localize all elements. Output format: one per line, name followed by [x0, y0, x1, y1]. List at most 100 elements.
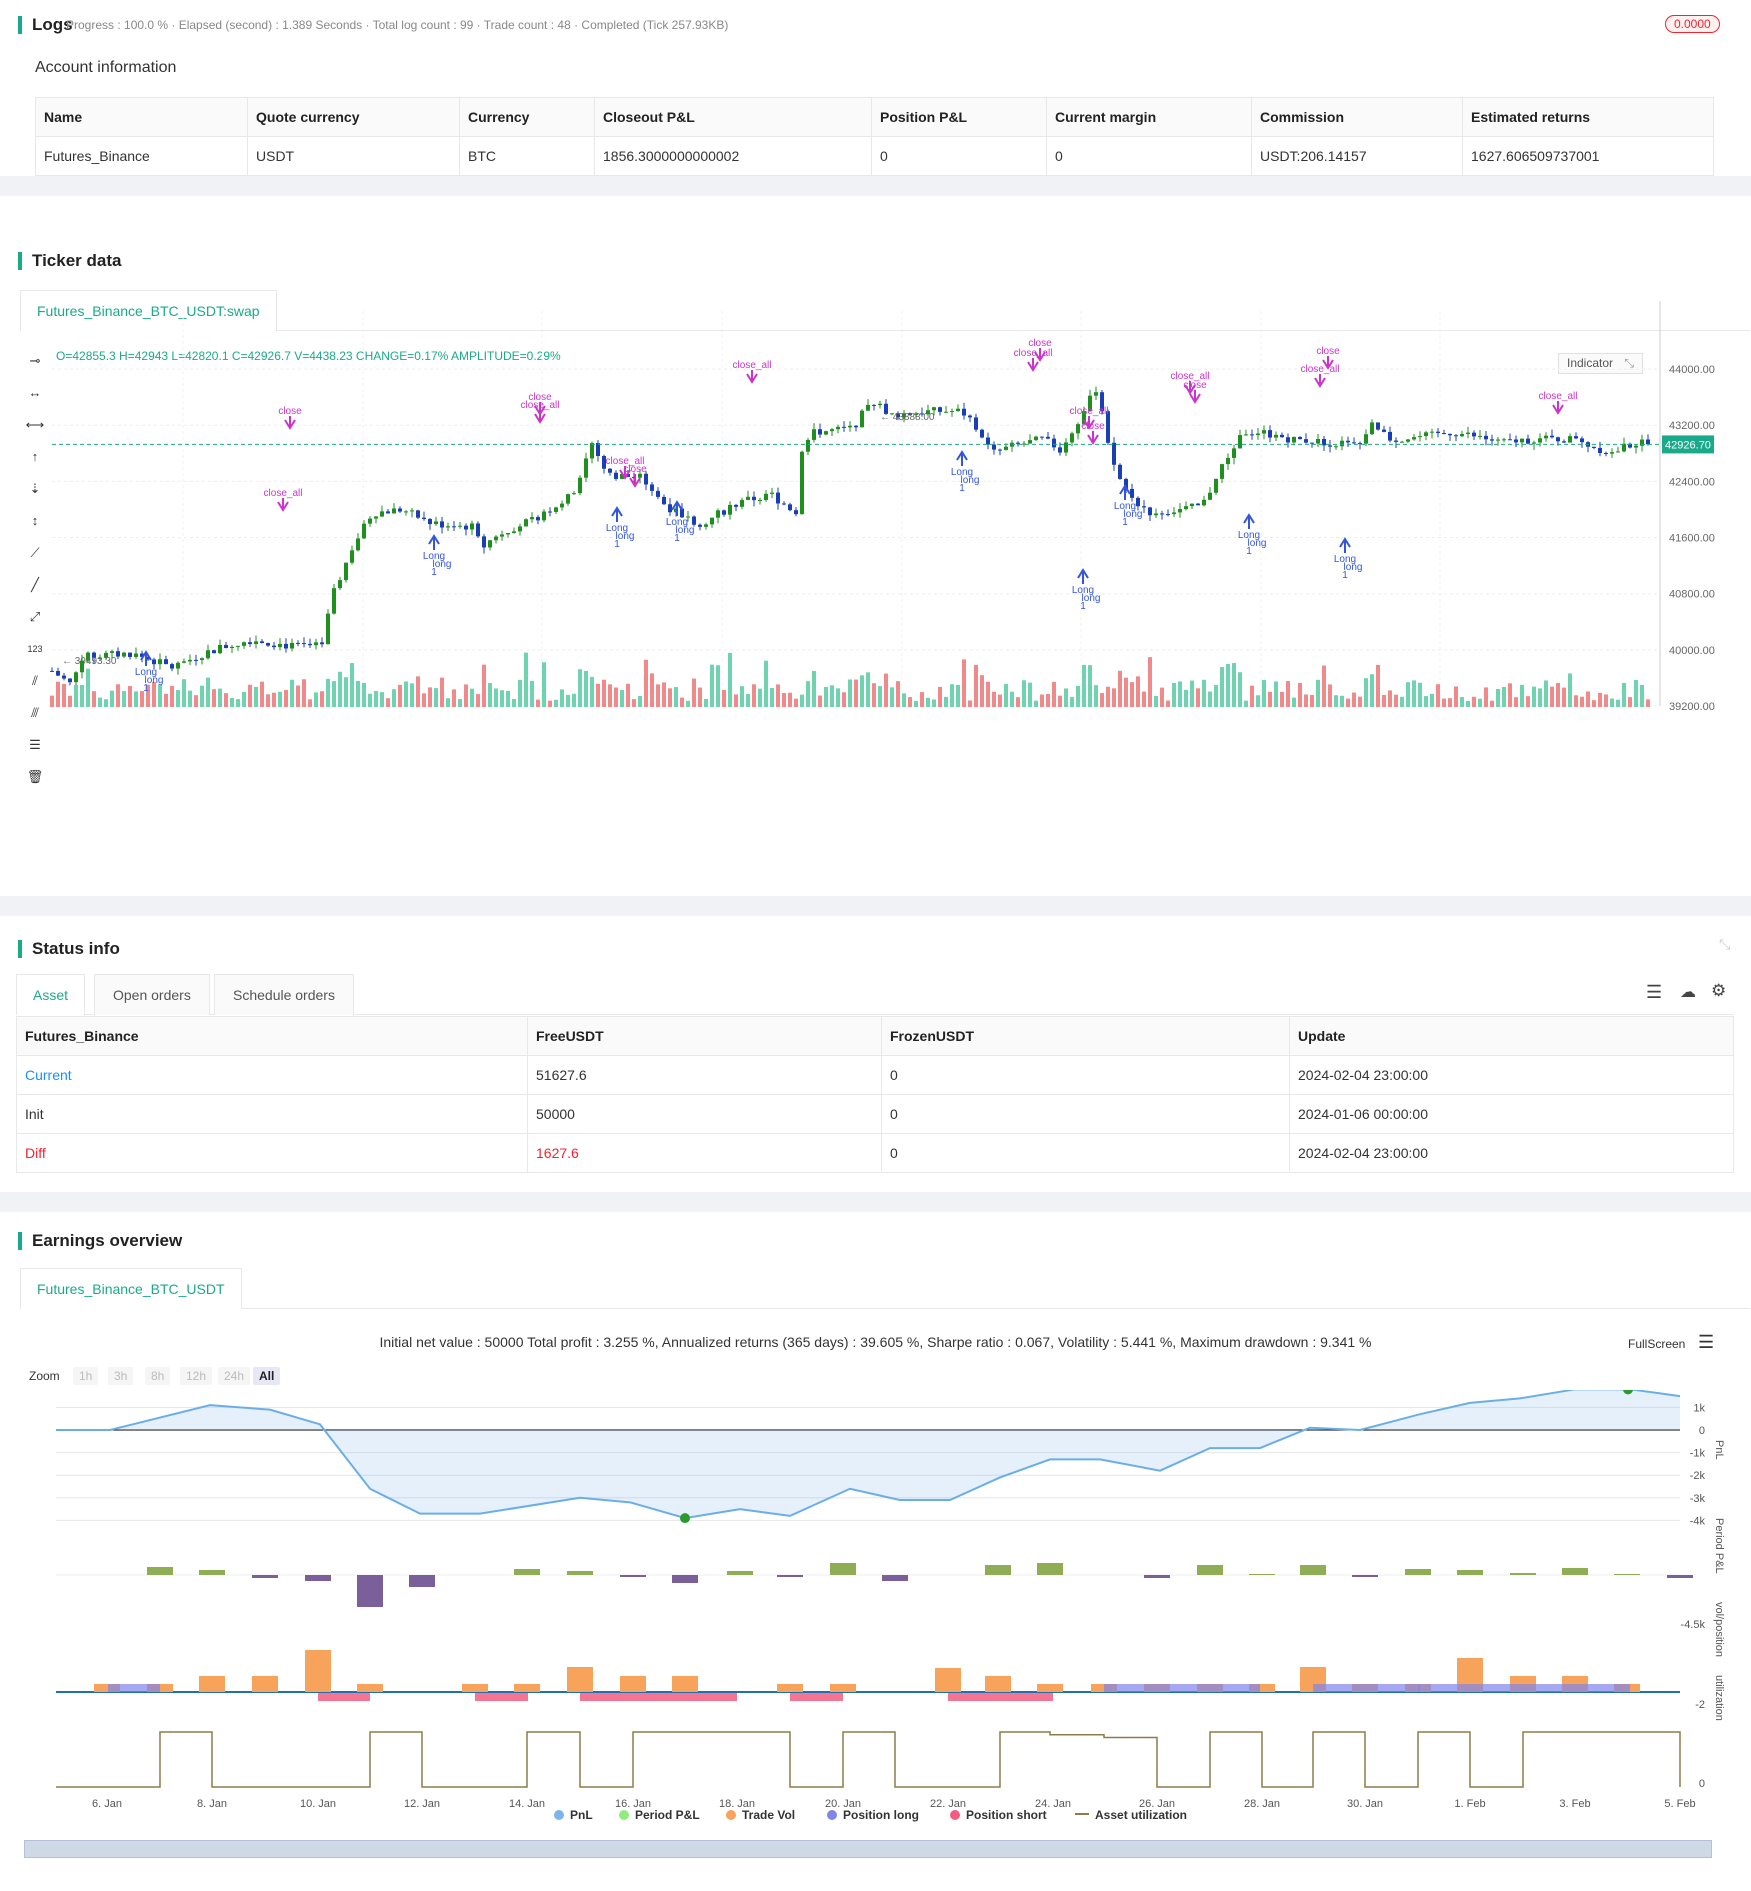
legend-long-dot	[827, 1810, 837, 1820]
extended-line-icon[interactable]: ⟷	[25, 417, 45, 432]
volume-bar	[254, 686, 258, 707]
volume-bar	[716, 665, 720, 707]
settings-gear-icon[interactable]: ⚙	[1711, 981, 1727, 1000]
signal-label-long-lower: long	[1248, 538, 1267, 549]
signal-label-close: close_all	[606, 456, 645, 467]
indicator-button[interactable]: Indicator ⤡	[1558, 353, 1643, 374]
legend-position-short[interactable]: Position short	[950, 1808, 1047, 1822]
earnings-x-label: 28. Jan	[1244, 1798, 1280, 1810]
trend-line-icon[interactable]: ⤢	[29, 609, 41, 624]
earnings-x-label: 16. Jan	[615, 1798, 651, 1810]
trend-segment-icon[interactable]: ╱	[31, 577, 39, 592]
volume-bar	[782, 693, 786, 707]
legend-pnl[interactable]: PnL	[554, 1808, 593, 1822]
signal-label-long-lower: long	[1082, 593, 1101, 604]
cell-frozen: 0	[881, 1055, 1290, 1095]
volume-bar	[722, 689, 726, 707]
tab-schedule-orders[interactable]: Schedule orders	[214, 974, 354, 1015]
signal-arrow-down	[1034, 348, 1046, 362]
volume-bar	[698, 687, 702, 707]
volume-bar	[242, 691, 246, 707]
candle-body	[944, 411, 948, 413]
legend-asset-utilization[interactable]: Asset utilization	[1075, 1808, 1187, 1822]
volume-bar	[692, 678, 696, 707]
collapse-icon[interactable]: ⤡	[1719, 936, 1731, 952]
period-pnl-bar	[199, 1570, 225, 1575]
zoom-3h[interactable]: 3h	[108, 1367, 134, 1385]
fullscreen-button[interactable]: FullScreen	[1628, 1337, 1686, 1351]
candle-body	[350, 550, 354, 563]
volume-bar	[62, 683, 66, 707]
trend-ray-icon[interactable]: ⟋	[30, 545, 40, 560]
tab-open-orders[interactable]: Open orders	[94, 974, 210, 1015]
volume-bar	[1508, 683, 1512, 707]
earnings-x-label: 12. Jan	[404, 1798, 440, 1810]
trash-icon[interactable]: 🗑	[26, 769, 44, 784]
candle-body	[116, 651, 120, 657]
signal-arrow-down	[1083, 416, 1095, 430]
volume-bar	[500, 690, 504, 707]
volume-bar	[650, 673, 654, 707]
legend-trade-vol[interactable]: Trade Vol	[726, 1808, 795, 1822]
ticker-panel: Ticker data Futures_Binance_BTC_USDT:swa…	[0, 196, 1751, 896]
parallel-channel-icon[interactable]: ⫽	[32, 673, 38, 688]
asset-row-init: Init 50000 0 2024-01-06 00:00:00	[16, 1094, 1734, 1134]
legend-period-pnl[interactable]: Period P&L	[619, 1808, 700, 1822]
zoom-1h[interactable]: 1h	[73, 1367, 99, 1385]
vertical-segment-icon[interactable]: ⇣	[29, 481, 41, 496]
candle-body	[566, 494, 570, 504]
horizontal-line-icon[interactable]: ↔	[28, 385, 42, 400]
tab-asset[interactable]: Asset	[16, 974, 86, 1015]
signal-arrow-up	[611, 506, 623, 522]
volume-bar	[146, 684, 150, 707]
tab-earnings-symbol[interactable]: Futures_Binance_BTC_USDT	[20, 1268, 242, 1309]
volume-bar	[188, 690, 192, 707]
zoom-all[interactable]: All	[253, 1367, 281, 1385]
candle-body	[1436, 431, 1440, 434]
candle-body	[1130, 488, 1134, 498]
candle-body	[800, 451, 804, 515]
candle-body	[1304, 439, 1308, 443]
legend-position-long[interactable]: Position long	[827, 1808, 919, 1822]
cloud-download-icon[interactable]: ☁	[1680, 984, 1696, 1001]
vertical-ray-icon[interactable]: ↑	[31, 449, 39, 464]
candle-body	[86, 652, 90, 661]
volume-bar	[1034, 700, 1038, 707]
zoom-12h[interactable]: 12h	[180, 1367, 213, 1385]
volume-bar	[560, 689, 564, 707]
candle-body	[962, 408, 966, 416]
candle-body	[332, 588, 336, 614]
list-icon[interactable]: ☰	[1646, 982, 1663, 1002]
asset-table-header: Futures_Binance FreeUSDT FrozenUSDT Upda…	[16, 1016, 1734, 1056]
volume-bar	[338, 671, 342, 707]
position-long-bar	[1313, 1684, 1420, 1692]
volume-bar	[80, 685, 84, 707]
zoom-8h[interactable]: 8h	[145, 1367, 171, 1385]
candle-body	[914, 413, 918, 415]
volume-bar	[1376, 664, 1380, 707]
menu-icon[interactable]: ☰	[1698, 1332, 1715, 1352]
tab-ticker-symbol[interactable]: Futures_Binance_BTC_USDT:swap	[20, 290, 277, 331]
horizontal-grid-icon[interactable]: ☰	[29, 737, 41, 752]
trade-vol-bar	[567, 1667, 593, 1692]
candle-body	[626, 473, 630, 477]
signal-arrow-up	[1339, 537, 1351, 553]
period-pnl-bar	[1249, 1574, 1275, 1575]
price-axis-label: 39200.00	[1669, 701, 1715, 713]
range-navigator[interactable]	[24, 1840, 1712, 1858]
horizontal-ray-icon[interactable]: ⊸	[29, 353, 41, 368]
zoom-24h[interactable]: 24h	[218, 1367, 251, 1385]
candle-body	[704, 524, 708, 527]
price-label-icon[interactable]: 123	[27, 644, 43, 654]
candle-body	[1034, 436, 1038, 441]
volume-bar	[674, 687, 678, 707]
candle-body	[1580, 438, 1584, 443]
vertical-line-icon[interactable]: ↕	[31, 513, 39, 528]
candlestick-chart: 44000.00 43200.00 42400.00 41600.00 40800.00…	[50, 301, 1715, 713]
expand-icon[interactable]: ⤡	[1624, 356, 1634, 370]
volume-bar	[1352, 692, 1356, 707]
signal-label-close: close	[278, 406, 302, 417]
fib-lines-icon[interactable]: ⫻	[31, 705, 39, 720]
volume-bar	[128, 686, 132, 707]
volume-bar	[1304, 694, 1308, 707]
